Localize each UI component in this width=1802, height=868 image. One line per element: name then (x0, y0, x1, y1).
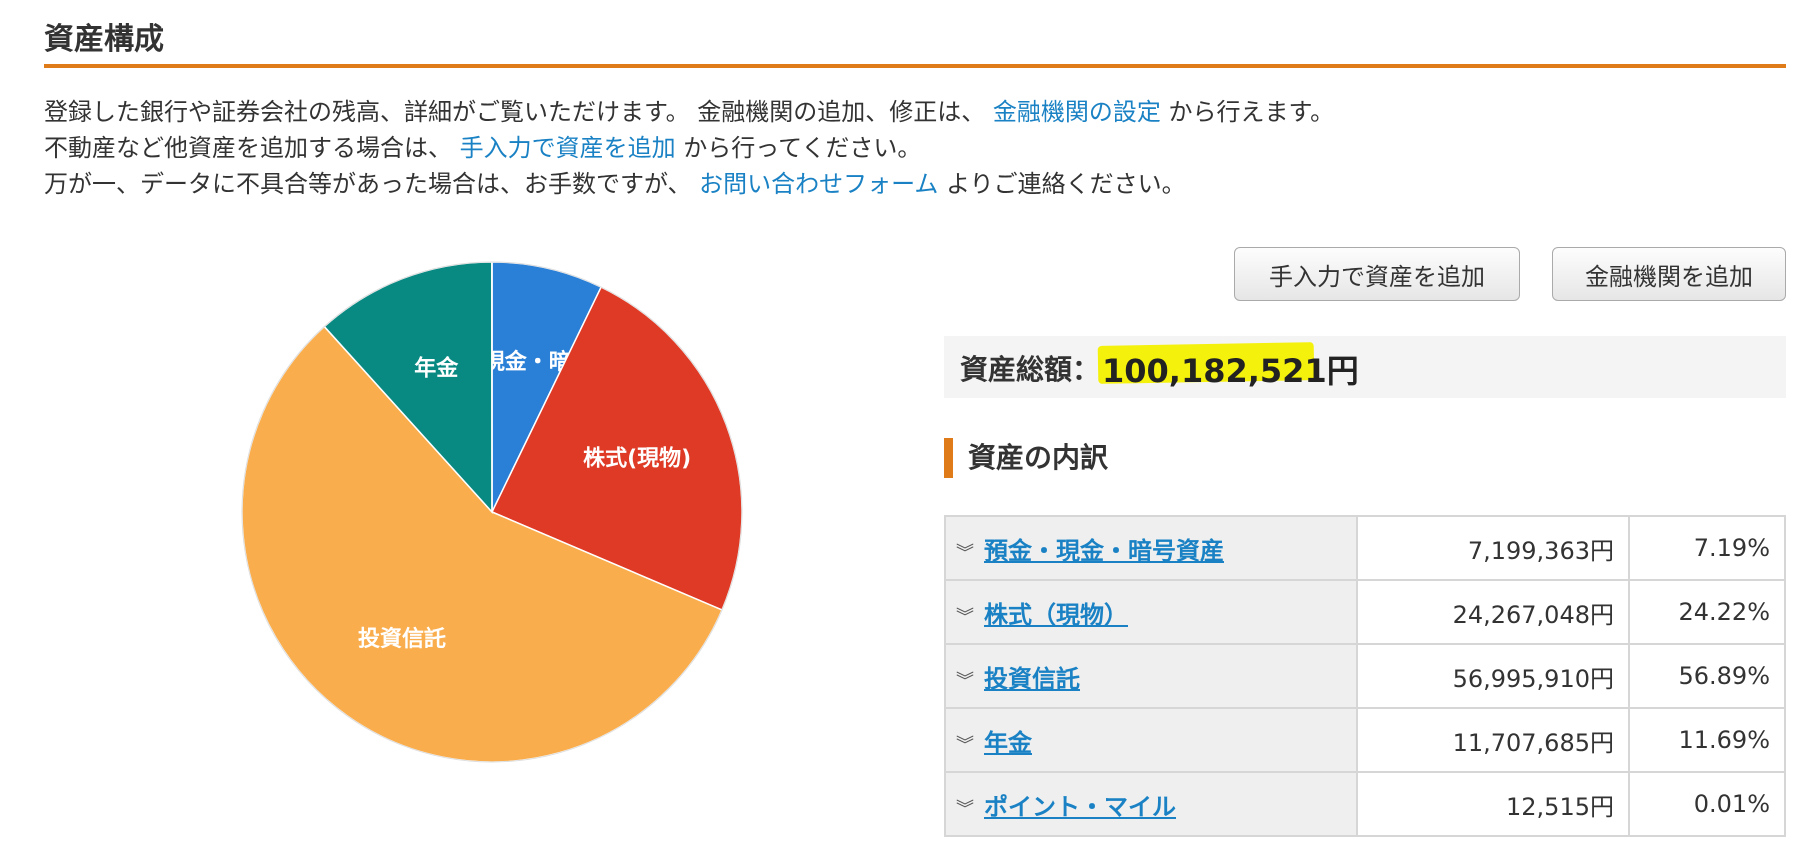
intro-line-1-text-a: 登録した銀行や証券会社の残高、詳細がご覧いただけます。 金融機関の追加、修正は、 (44, 98, 993, 126)
row-link-stocks[interactable]: 株式（現物） (984, 600, 1128, 629)
table-row: ︾ ポイント・マイル 12,515円 0.01% (944, 771, 1786, 837)
intro-line-2-text-a: 不動産など他資産を追加する場合は、 (44, 134, 460, 162)
row-link-pension[interactable]: 年金 (984, 728, 1032, 757)
row-percent: 24.22% (1628, 579, 1786, 645)
chevron-double-down-icon[interactable]: ︾ (956, 606, 974, 628)
chevron-double-down-icon[interactable]: ︾ (956, 670, 974, 692)
total-assets-box: 資産総額： 100,182,521円 (944, 336, 1786, 398)
manual-asset-link[interactable]: 手入力で資産を追加 (459, 134, 676, 162)
row-name-cell: ︾ ポイント・マイル (944, 771, 1358, 837)
row-amount: 7,199,363円 (1356, 515, 1630, 581)
pie-outline (241, 261, 743, 763)
pie-slice-label: 株式(現物) (583, 446, 691, 472)
chevron-double-down-icon[interactable]: ︾ (956, 734, 974, 756)
pie-slice-label: 投資信託 (358, 626, 446, 652)
asset-pie-chart: 預金・現金・暗号資産 株式(現物) 投資信託 年金 (232, 252, 752, 772)
add-institution-button[interactable]: 金融機関を追加 (1552, 247, 1786, 301)
chevron-double-down-icon[interactable]: ︾ (956, 798, 974, 820)
row-percent: 11.69% (1628, 707, 1786, 773)
row-percent: 7.19% (1628, 515, 1786, 581)
row-amount: 24,267,048円 (1356, 579, 1630, 645)
table-row: ︾ 預金・現金・暗号資産 7,199,363円 7.19% (944, 515, 1786, 581)
title-divider (44, 64, 1786, 68)
intro-text: 登録した銀行や証券会社の残高、詳細がご覧いただけます。 金融機関の追加、修正は、… (44, 94, 1334, 202)
row-name-cell: ︾ 投資信託 (944, 643, 1358, 709)
section-accent-bar (944, 438, 953, 478)
page-title: 資産構成 (44, 22, 164, 57)
intro-line-1-text-b: から行えます。 (1160, 98, 1335, 126)
total-assets-amount: 100,182,521円 (1102, 352, 1359, 390)
row-percent: 56.89% (1628, 643, 1786, 709)
total-assets-label: 資産総額： (960, 353, 1101, 386)
row-link-deposits[interactable]: 預金・現金・暗号資産 (984, 536, 1224, 565)
row-name-cell: ︾ 株式（現物） (944, 579, 1358, 645)
contact-form-link[interactable]: お問い合わせフォーム (699, 170, 939, 198)
table-row: ︾ 投資信託 56,995,910円 56.89% (944, 643, 1786, 709)
row-amount: 56,995,910円 (1356, 643, 1630, 709)
pie-slice-label: 年金 (414, 355, 459, 381)
intro-line-2: 不動産など他資産を追加する場合は、 手入力で資産を追加 から行ってください。 (44, 130, 1334, 166)
breakdown-table: ︾ 預金・現金・暗号資産 7,199,363円 7.19% ︾ 株式（現物） 24,… (944, 515, 1786, 837)
row-amount: 11,707,685円 (1356, 707, 1630, 773)
row-percent: 0.01% (1628, 771, 1786, 837)
row-link-points[interactable]: ポイント・マイル (984, 792, 1176, 821)
row-name-cell: ︾ 預金・現金・暗号資産 (944, 515, 1358, 581)
breakdown-title: 資産の内訳 (968, 441, 1109, 474)
institution-settings-link[interactable]: 金融機関の設定 (992, 98, 1161, 126)
intro-line-1: 登録した銀行や証券会社の残高、詳細がご覧いただけます。 金融機関の追加、修正は、… (44, 94, 1334, 130)
chevron-double-down-icon[interactable]: ︾ (956, 542, 974, 564)
intro-line-2-text-b: から行ってください。 (675, 134, 922, 162)
intro-line-3-text-a: 万が一、データに不具合等があった場合は、お手数ですが、 (44, 170, 700, 198)
add-manual-asset-button[interactable]: 手入力で資産を追加 (1234, 247, 1520, 301)
intro-line-3: 万が一、データに不具合等があった場合は、お手数ですが、 お問い合わせフォーム よ… (44, 166, 1334, 202)
intro-line-3-text-b: よりご連絡ください。 (938, 170, 1186, 198)
row-amount: 12,515円 (1356, 771, 1630, 837)
row-link-funds[interactable]: 投資信託 (984, 664, 1080, 693)
table-row: ︾ 年金 11,707,685円 11.69% (944, 707, 1786, 773)
row-name-cell: ︾ 年金 (944, 707, 1358, 773)
table-row: ︾ 株式（現物） 24,267,048円 24.22% (944, 579, 1786, 645)
